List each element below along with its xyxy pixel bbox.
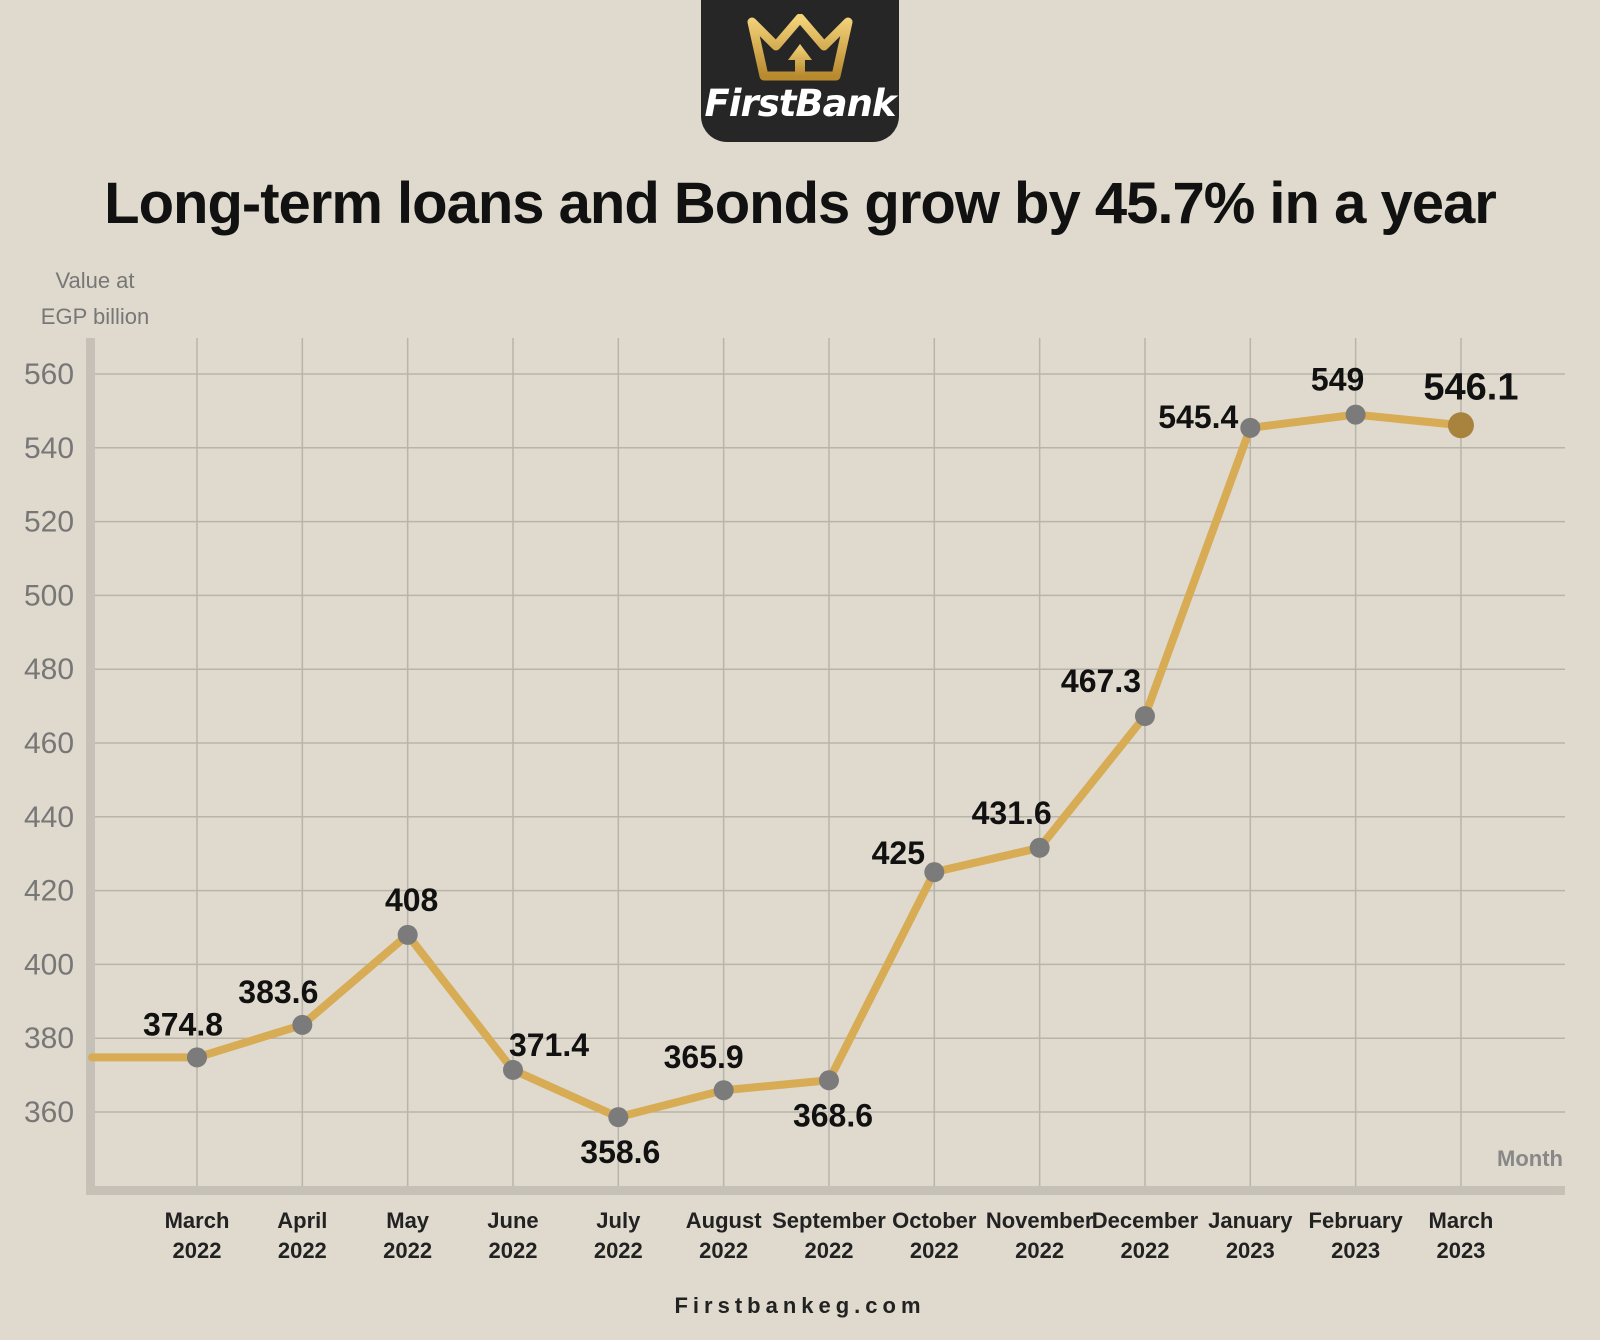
data-label: 371.4 xyxy=(509,1027,589,1063)
data-label: 545.4 xyxy=(1158,399,1238,435)
data-point xyxy=(187,1047,207,1068)
crown-icon xyxy=(747,14,853,81)
data-point xyxy=(924,862,945,883)
x-tick-month: March xyxy=(165,1208,230,1233)
data-label: 408 xyxy=(385,882,438,918)
data-point xyxy=(1345,404,1366,425)
y-tick-label: 540 xyxy=(24,432,74,465)
data-point xyxy=(292,1014,313,1035)
x-tick-month: January xyxy=(1208,1208,1293,1233)
firstbank-logo: FirstBank xyxy=(701,0,899,142)
y-tick-label: 520 xyxy=(24,506,74,539)
x-tick-year: 2022 xyxy=(1015,1238,1064,1263)
data-label: 546.1 xyxy=(1423,366,1518,408)
data-point xyxy=(1029,837,1050,858)
x-tick-month: July xyxy=(596,1208,641,1233)
data-point xyxy=(818,1070,839,1091)
data-label: 368.6 xyxy=(793,1097,873,1133)
y-tick-label: 380 xyxy=(24,1022,74,1055)
x-axis-label: Month xyxy=(1497,1146,1563,1171)
x-tick-year: 2022 xyxy=(910,1238,959,1263)
data-label: 383.6 xyxy=(238,974,318,1010)
data-point xyxy=(713,1080,734,1101)
y-tick-label: 480 xyxy=(24,653,74,686)
data-label: 358.6 xyxy=(580,1134,660,1170)
data-label: 549 xyxy=(1311,362,1364,398)
x-tick-year: 2022 xyxy=(1120,1238,1169,1263)
data-point xyxy=(1240,417,1261,438)
x-tick-year: 2022 xyxy=(805,1238,854,1263)
data-point xyxy=(1447,412,1474,439)
x-tick-month: February xyxy=(1309,1208,1404,1233)
data-label: 431.6 xyxy=(972,795,1052,831)
series-line xyxy=(88,410,1465,1122)
data-point xyxy=(1134,706,1155,727)
x-tick-year: 2022 xyxy=(489,1238,538,1263)
data-label: 467.3 xyxy=(1061,663,1141,699)
y-tick-label: 420 xyxy=(24,875,74,908)
x-axis-line xyxy=(86,1186,1565,1195)
data-label: 425 xyxy=(872,835,925,871)
x-tick-year: 2022 xyxy=(699,1238,748,1263)
data-label: 365.9 xyxy=(664,1039,744,1075)
website-footer: Firstbankeg.com xyxy=(674,1293,926,1318)
data-point xyxy=(502,1059,523,1080)
y-axis-label: EGP billion xyxy=(41,304,149,329)
chart-title: Long-term loans and Bonds grow by 45.7% … xyxy=(104,171,1497,236)
y-tick-label: 500 xyxy=(24,579,74,612)
y-tick-label: 440 xyxy=(24,801,74,834)
y-tick-label: 460 xyxy=(24,727,74,760)
data-label: 374.8 xyxy=(143,1006,223,1042)
y-axis-line xyxy=(86,338,95,1192)
data-point xyxy=(608,1107,629,1128)
x-tick-year: 2022 xyxy=(278,1238,327,1263)
x-tick-year: 2023 xyxy=(1331,1238,1380,1263)
y-axis-label: Value at xyxy=(55,268,134,293)
x-tick-year: 2023 xyxy=(1436,1238,1485,1263)
x-tick-month: November xyxy=(986,1208,1094,1233)
line-chart: 360 380 400 420 440 460 480 500 520 540 560 Value a… xyxy=(24,268,1565,1263)
x-tick-month: December xyxy=(1092,1208,1199,1233)
x-tick-month: August xyxy=(686,1208,762,1233)
y-tick-label: 560 xyxy=(24,358,74,391)
y-tick-label: 400 xyxy=(24,948,74,981)
brand-name: FirstBank xyxy=(704,82,896,125)
x-tick-year: 2022 xyxy=(383,1238,432,1263)
x-tick-month: May xyxy=(386,1208,430,1233)
x-tick-year: 2023 xyxy=(1226,1238,1275,1263)
x-tick-month: September xyxy=(772,1208,886,1233)
x-tick-year: 2022 xyxy=(594,1238,643,1263)
data-point xyxy=(397,924,418,945)
y-tick-label: 360 xyxy=(24,1096,74,1129)
x-tick-month: March xyxy=(1429,1208,1494,1233)
x-tick-year: 2022 xyxy=(173,1238,222,1263)
x-tick-month: June xyxy=(487,1208,538,1233)
x-tick-month: October xyxy=(892,1208,977,1233)
x-tick-month: April xyxy=(277,1208,327,1233)
